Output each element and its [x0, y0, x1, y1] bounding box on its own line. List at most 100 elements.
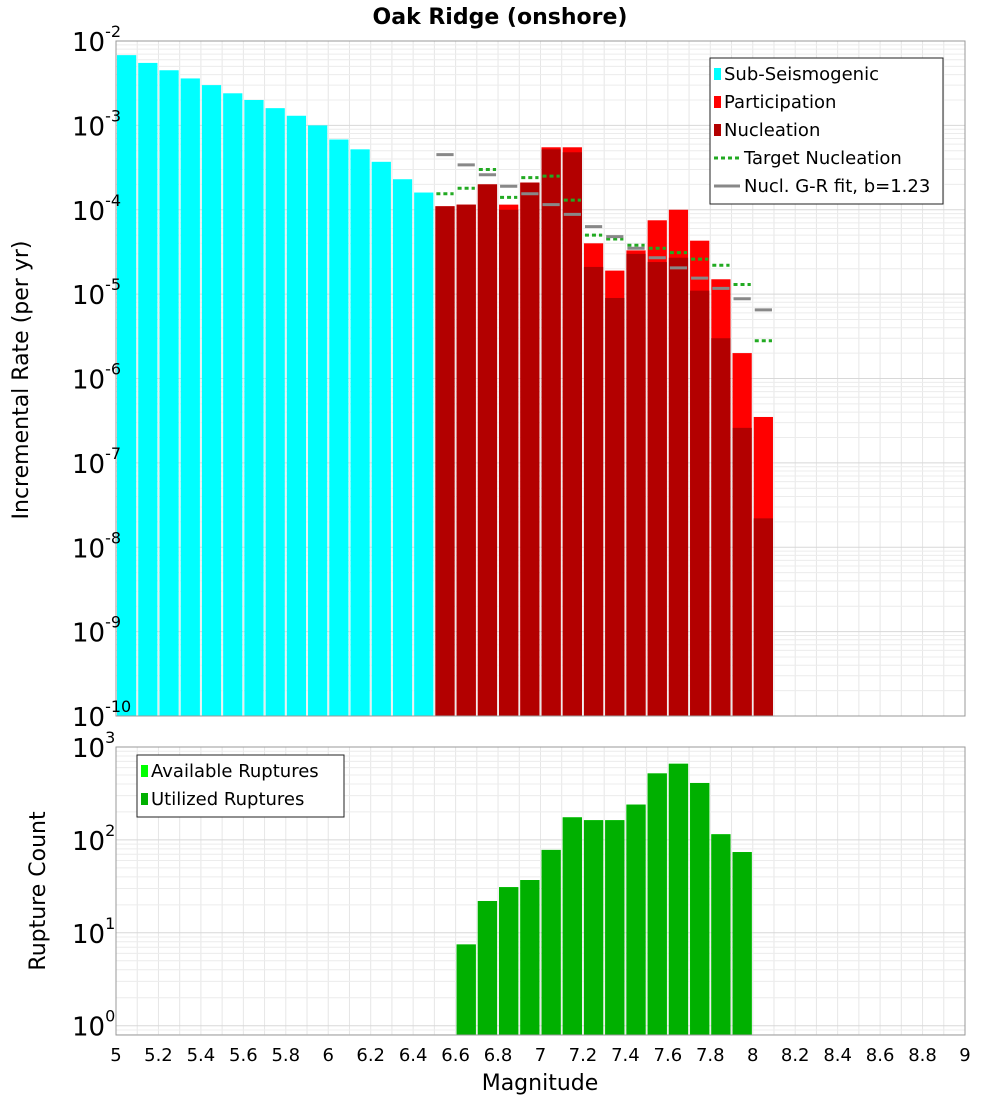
bar-sub-seismogenic — [159, 70, 179, 716]
y-tick-label: 10-9 — [72, 613, 121, 649]
bar-utilized-ruptures — [499, 887, 519, 1035]
y-tick-label: 10-8 — [72, 528, 121, 564]
x-tick-label: 6.4 — [399, 1045, 428, 1066]
bar-utilized-ruptures — [732, 852, 752, 1035]
bar-nucleation — [520, 182, 540, 716]
bar-sub-seismogenic — [201, 85, 222, 716]
legend-swatch-nucleation — [714, 124, 721, 136]
rate-y-label: Incremental Rate (per yr) — [9, 241, 34, 520]
y-tick-label: 10-7 — [72, 444, 121, 480]
bar-utilized-ruptures — [541, 849, 561, 1035]
y-tick-label: 10-4 — [72, 191, 121, 227]
legend-label-available-ruptures: Available Ruptures — [151, 761, 319, 782]
bar-sub-seismogenic — [117, 55, 137, 716]
y-tick-label: 10-5 — [72, 275, 121, 311]
bar-nucleation — [562, 152, 582, 716]
bar-nucleation — [583, 266, 604, 716]
x-tick-label: 5.8 — [271, 1045, 300, 1066]
bar-utilized-ruptures — [520, 880, 540, 1035]
y-tick-label: 100 — [72, 1007, 115, 1043]
count-y-label: Rupture Count — [26, 811, 51, 971]
y-tick-label: 102 — [72, 821, 115, 857]
x-tick-label: 7.2 — [569, 1045, 598, 1066]
bar-sub-seismogenic — [244, 99, 264, 717]
bar-utilized-ruptures — [626, 804, 646, 1035]
bar-sub-seismogenic — [308, 125, 328, 716]
count-bars — [456, 763, 752, 1035]
rate-panel: 10-2 10-3 10-4 10-5 10-6 10-7 10-8 10-9 10-10 In… — [9, 22, 966, 733]
rate-bars — [117, 55, 773, 717]
x-tick-label: 6.8 — [484, 1045, 513, 1066]
bar-sub-seismogenic — [371, 161, 391, 716]
bar-sub-seismogenic — [392, 179, 413, 716]
x-tick-label: 6.2 — [356, 1045, 385, 1066]
x-tick-label: 8.8 — [908, 1045, 937, 1066]
bar-nucleation — [499, 209, 519, 716]
x-tick-label: 6 — [323, 1045, 334, 1066]
legend-swatch-available-ruptures — [141, 765, 148, 777]
x-tick-label: 5.6 — [229, 1045, 258, 1066]
count-legend: Available Ruptures Utilized Ruptures — [136, 754, 345, 818]
legend-swatch-utilized-ruptures — [141, 793, 148, 805]
bar-sub-seismogenic — [286, 115, 307, 716]
y-tick-label: 10-2 — [72, 22, 121, 58]
bar-nucleation — [753, 518, 773, 716]
bar-nucleation — [435, 206, 455, 716]
bar-utilized-ruptures — [647, 773, 667, 1035]
legend-label-target-nucleation: Target Nucleation — [743, 148, 902, 169]
x-tick-label: 5 — [110, 1045, 121, 1066]
bar-sub-seismogenic — [329, 139, 349, 716]
legend-label-nucleation: Nucleation — [724, 120, 820, 141]
y-tick-label: 10-10 — [72, 697, 131, 733]
bar-sub-seismogenic — [414, 192, 434, 717]
rate-plot-frame — [115, 40, 966, 717]
bar-nucleation — [732, 427, 752, 716]
x-axis-label: Magnitude — [482, 1071, 599, 1096]
legend-box — [136, 754, 345, 818]
legend-box — [709, 57, 944, 205]
bar-nucleation — [605, 297, 625, 716]
x-tick-label: 7.6 — [654, 1045, 683, 1066]
x-tick-label: 9 — [959, 1045, 970, 1066]
x-axis-ticks: 5 5.2 5.4 5.6 5.8 6 6.2 6.4 6.6 6.8 7 7.2 7.4 7.6 7.8 8… — [110, 1045, 970, 1066]
rate-y-ticks: 10-2 10-3 10-4 10-5 10-6 10-7 10-8 10-9 10-10 — [72, 22, 131, 733]
bar-nucleation — [647, 262, 667, 716]
legend-swatch-participation — [714, 96, 721, 108]
y-tick-label: 101 — [72, 914, 115, 950]
y-tick-label: 103 — [72, 728, 115, 764]
bar-utilized-ruptures — [583, 820, 604, 1035]
bar-utilized-ruptures — [562, 817, 582, 1035]
x-tick-label: 5.2 — [144, 1045, 173, 1066]
legend-swatch-sub-seismogenic — [714, 68, 721, 80]
bar-sub-seismogenic — [350, 149, 370, 716]
legend-label-participation: Participation — [724, 92, 836, 113]
bar-nucleation — [711, 338, 731, 716]
x-tick-label: 8.6 — [866, 1045, 895, 1066]
bar-sub-seismogenic — [180, 78, 200, 717]
count-plot-frame — [115, 746, 966, 1036]
bar-utilized-ruptures — [605, 820, 625, 1035]
bar-nucleation — [541, 149, 561, 716]
bar-utilized-ruptures — [668, 763, 689, 1035]
bar-nucleation — [456, 204, 476, 717]
bar-utilized-ruptures — [690, 782, 710, 1035]
bar-nucleation — [626, 253, 646, 716]
bar-nucleation — [690, 290, 710, 716]
y-tick-label: 10-3 — [72, 106, 121, 142]
y-tick-label: 10-6 — [72, 360, 121, 396]
legend-label-sub-seismogenic: Sub-Seismogenic — [724, 64, 879, 85]
rate-fit-lines — [436, 153, 772, 343]
legend-label-nucl-g-r-fit-b-1-23: Nucl. G-R fit, b=1.23 — [744, 176, 930, 197]
bar-nucleation — [668, 257, 689, 716]
bar-utilized-ruptures — [477, 900, 498, 1035]
chart-title: Oak Ridge (onshore) — [373, 5, 628, 30]
count-panel: 103 102 101 100 Rupture Count Available Rup… — [26, 728, 966, 1043]
x-tick-label: 5.4 — [187, 1045, 216, 1066]
x-tick-label: 8.2 — [781, 1045, 810, 1066]
bar-sub-seismogenic — [138, 62, 158, 716]
bar-nucleation — [477, 184, 498, 717]
legend-label-utilized-ruptures: Utilized Ruptures — [151, 789, 304, 810]
x-tick-label: 7.8 — [696, 1045, 725, 1066]
bar-utilized-ruptures — [711, 834, 731, 1035]
